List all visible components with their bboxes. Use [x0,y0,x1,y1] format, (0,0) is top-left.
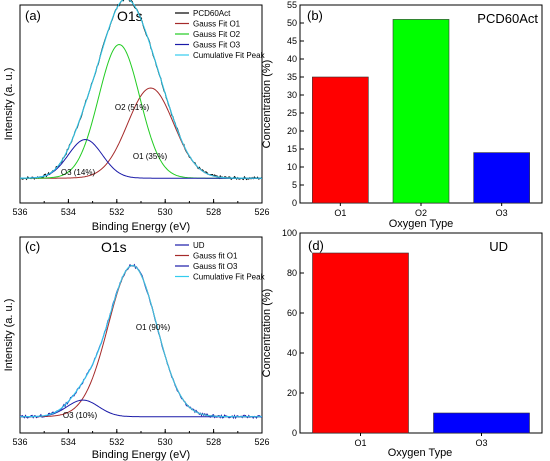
panel-c-title: O1s [101,239,127,255]
panel-c-x-tick-label: 528 [206,437,221,447]
panel-b-xlabel: Oxygen Type [389,218,454,230]
panel-a-x-ticks: 536 534 532 530 528 526 [12,199,270,217]
panel-c-legend-entry: UD [193,241,205,250]
panel-a-x-tick-label: 536 [12,207,27,217]
panel-d-y-tick-label: 80 [287,268,297,278]
panel-b-bar-o1 [312,76,369,204]
panel-b-x-tick-label: O3 [496,208,508,218]
panel-a-annotations: O1 (35%) O2 (51%) O3 (14%) [61,103,168,177]
panel-b-y-tick-label: 25 [287,108,297,118]
panel-c-xlabel: Binding Energy (eV) [92,449,190,461]
panel-d-title: UD [489,239,508,254]
panel-b-x-ticks: O1 O2 O3 [334,203,508,218]
panel-b-y-tick-label: 30 [287,90,297,100]
panel-b: (b) PCD60Act 0 5 10 15 20 25 30 35 40 45 50 55 O1 O2… [261,0,543,230]
panel-b-y-tick-label: 0 [292,198,297,208]
panel-a-x-tick-label: 530 [158,207,173,217]
panel-a-plot-frame [19,4,263,204]
panel-c-x-tick-label: 532 [109,437,124,447]
panel-a-x-tick-label: 528 [206,207,221,217]
panel-b-y-tick-label: 45 [287,36,297,46]
panel-a-gauss-fit-o3 [20,138,262,179]
panel-b-y-tick-label: 40 [287,54,297,64]
panel-b-y-tick-label: 20 [287,126,297,136]
panel-c-x-tick-label: 530 [158,437,173,447]
panel-c-annotation-o1: O1 (90%) [136,323,171,332]
panel-d-y-ticks: 0 20 40 60 80 100 [282,228,304,438]
panel-a-annotation-o2: O2 (51%) [115,103,150,112]
panel-a-annotation-o3: O3 (14%) [61,168,96,177]
panel-d: (d) UD 0 20 40 60 80 100 O1 O3 Oxygen Type Con… [261,228,543,459]
panel-c-label: (c) [25,239,40,254]
panel-d-ylabel: Concentration (%) [261,289,273,378]
panel-c-legend-entry: Gauss fit O3 [193,262,238,271]
panel-b-bars [312,19,530,204]
panel-d-x-tick-label: O1 [354,438,366,448]
panel-d-xlabel: Oxygen Type [388,447,453,459]
panel-a-legend-entry: Gauss Fit O2 [193,30,241,39]
panel-d-y-tick-label: 20 [287,388,297,398]
panel-c-x-tick-label: 526 [254,437,269,447]
panel-c-ylabel: Intensity (a. u.) [3,299,15,372]
panel-d-x-ticks: O1 O3 [354,433,488,448]
panel-b-x-tick-label: O2 [415,208,427,218]
panel-c-legend-entry: Gauss fit O1 [193,252,238,261]
panel-a-ylabel: Intensity (a. u.) [3,68,15,141]
panel-d-bar-o3 [433,412,530,434]
panel-a: (a) O1s O1 (35%)O2 (51%)O3 (14%) 536 534 5… [3,0,270,233]
panel-a-x-tick-label: 532 [109,207,124,217]
panel-a-title: O1s [117,8,143,24]
panel-c-x-tick-label: 534 [61,437,76,447]
panel-a-curves [19,0,263,181]
panel-c-cumulative-fit-curve [20,264,262,418]
panel-c-plot-frame [19,236,263,434]
panel-b-label: (b) [307,8,323,23]
panel-a-xlabel: Binding Energy (eV) [92,221,190,233]
panel-b-title: PCD60Act [477,11,538,26]
panel-d-y-tick-label: 0 [292,428,297,438]
panel-b-bar-o3 [473,152,530,204]
panel-c: (c) O1s O1 (90%) O3 (10%) 536 534 532 530 528… [3,236,270,461]
panel-a-label: (a) [25,8,41,23]
panel-c-annotations: O1 (90%) O3 (10%) [63,323,171,420]
panel-b-y-tick-label: 50 [287,18,297,28]
panel-b-y-tick-label: 5 [292,180,297,190]
panel-d-y-tick-label: 100 [282,228,297,238]
panel-b-ylabel: Concentration (%) [261,60,273,149]
panel-c-x-tick-label: 536 [12,437,27,447]
panel-d-y-tick-label: 40 [287,348,297,358]
panel-a-legend-entry: Gauss Fit O1 [193,20,241,29]
panel-d-label: (d) [308,238,324,253]
panel-d-bar-o1 [312,252,409,434]
panel-a-legend-entry: Cumulative Fit Peak [193,51,266,60]
panel-a-legend-entry: Gauss Fit O3 [193,41,241,50]
panel-b-y-tick-label: 55 [287,0,297,10]
panel-c-curves [19,263,263,420]
panel-a-annotation-o1: O1 (35%) [133,152,168,161]
panel-a-legend-entry: PCD60Act [193,9,231,18]
panel-c-x-ticks: 536 534 532 530 528 526 [12,429,270,447]
panel-d-bars [312,252,530,434]
panel-b-y-tick-label: 10 [287,162,297,172]
panel-a-cumulative-fit-curve [20,0,262,179]
panel-b-y-tick-label: 35 [287,72,297,82]
panel-d-y-tick-label: 60 [287,308,297,318]
panel-c-annotation-o3: O3 (10%) [63,411,98,420]
panel-c-legend-entry: Cumulative Fit Peak [193,273,266,282]
panel-b-y-ticks: 0 5 10 15 20 25 30 35 40 45 50 55 [287,0,304,208]
panel-b-y-tick-label: 15 [287,144,297,154]
panel-a-x-tick-label: 534 [61,207,76,217]
panel-a-x-tick-label: 526 [254,207,269,217]
panel-b-bar-o2 [392,19,450,204]
panel-d-x-tick-label: O3 [475,438,487,448]
panel-b-x-tick-label: O1 [334,208,346,218]
